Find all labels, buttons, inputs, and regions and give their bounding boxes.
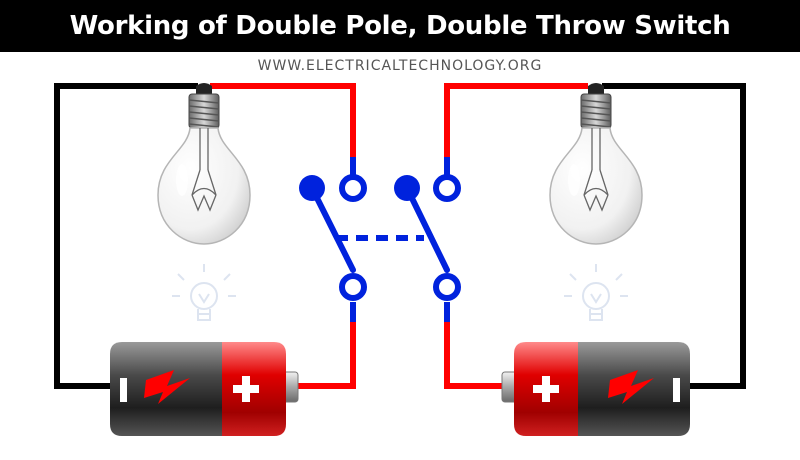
terminal-left-top xyxy=(339,174,367,202)
terminal-right-top xyxy=(433,174,461,202)
switch-pivot-left xyxy=(299,175,325,201)
wire-positive-right xyxy=(444,83,588,389)
battery-left xyxy=(110,342,299,436)
battery-right xyxy=(501,342,690,436)
battery-right-plus-icon xyxy=(533,376,559,402)
terminal-left-bottom xyxy=(339,273,367,301)
battery-right-lightning-icon xyxy=(608,370,654,404)
idea-icon-left xyxy=(172,264,236,321)
title-bar: Working of Double Pole, Double Throw Swi… xyxy=(0,0,800,52)
idea-icon-right xyxy=(564,264,628,321)
wire-positive-left xyxy=(210,83,356,389)
bulb-icon-right xyxy=(549,83,643,245)
wire-negative-right xyxy=(602,83,746,389)
battery-right-minus-icon xyxy=(673,378,680,402)
battery-left-minus-icon xyxy=(120,378,127,402)
wire-negative-left xyxy=(54,83,198,389)
bulb-icon-left xyxy=(157,83,251,245)
terminal-right-bottom xyxy=(433,273,461,301)
switch-blade-left xyxy=(309,185,356,273)
battery-left-lightning-icon xyxy=(144,370,190,404)
website-url: WWW.ELECTRICALTECHNOLOGY.ORG xyxy=(257,58,543,74)
page-title: Working of Double Pole, Double Throw Swi… xyxy=(69,11,731,41)
dpdt-switch[interactable] xyxy=(299,157,461,322)
battery-left-plus-icon xyxy=(233,376,259,402)
switch-blade-right xyxy=(404,185,450,273)
switch-pivot-right xyxy=(394,175,420,201)
